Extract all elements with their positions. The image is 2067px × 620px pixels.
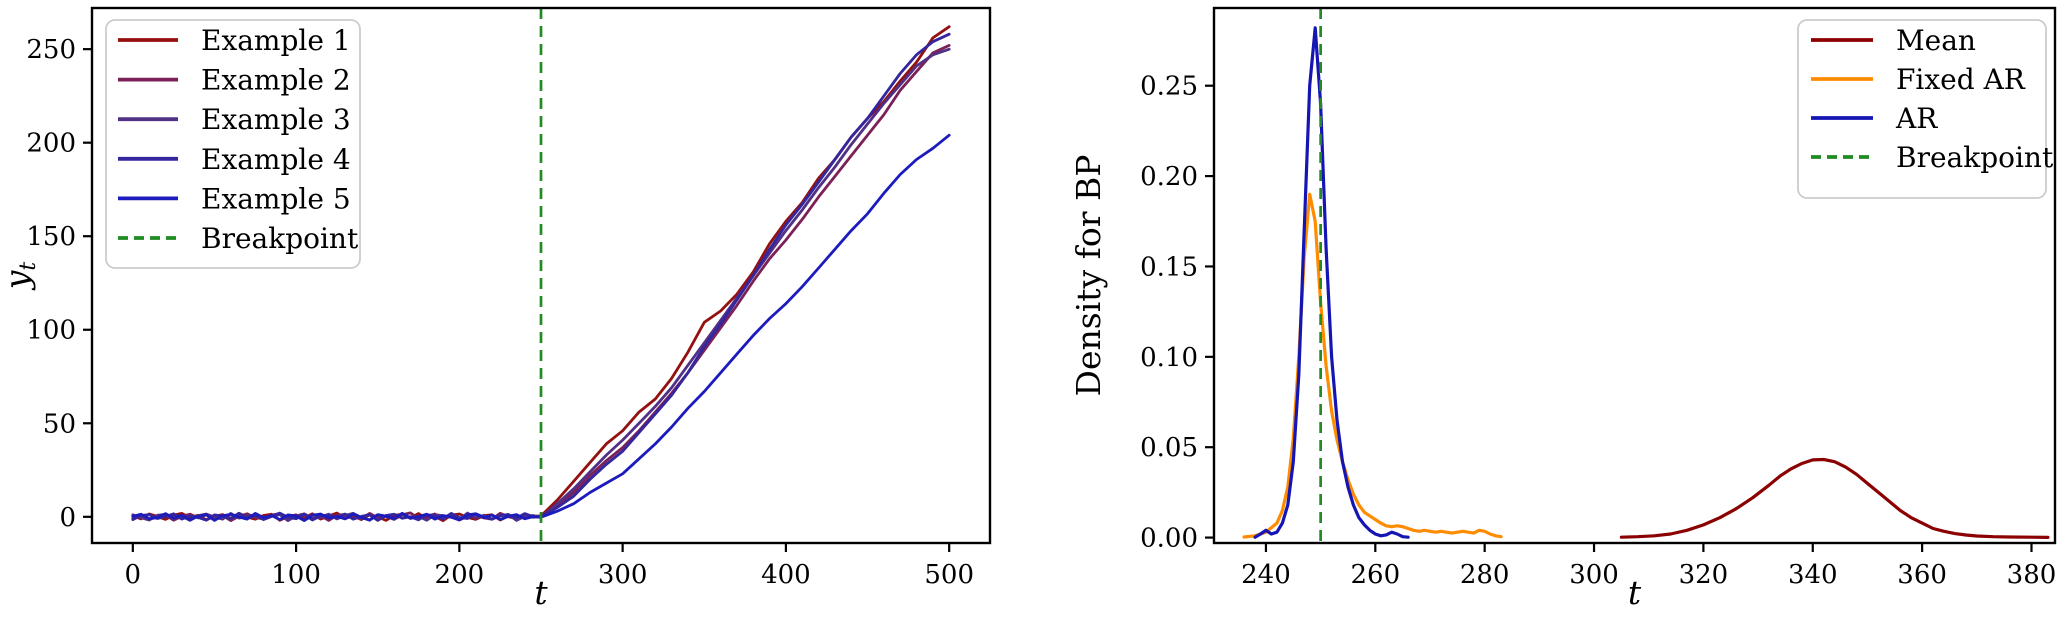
x-axis-label: t xyxy=(1628,573,1642,612)
y-tick-label: 200 xyxy=(26,129,76,159)
right-chart: 240 260 280 300 320 340 360 380 0.00 0.05 0.10 0.15… xyxy=(1069,6,2057,612)
legend-entry-label: Example 1 xyxy=(201,24,351,57)
y-axis: 0.00 0.05 0.10 0.15 0.20 0.25 xyxy=(1140,72,1214,554)
legend-entry-label: Example 4 xyxy=(201,143,351,176)
y-tick-label: 0.05 xyxy=(1140,433,1198,463)
series-group xyxy=(1242,26,2050,540)
series-line-ar xyxy=(1253,26,1410,539)
legend-entry-label: Mean xyxy=(1896,24,1976,57)
x-tick-label: 300 xyxy=(1569,560,1619,590)
x-tick-label: 360 xyxy=(1897,560,1947,590)
y-tick-label: 150 xyxy=(26,222,76,252)
y-axis: 0 50 100 150 200 250 xyxy=(26,35,92,533)
legend-entry-label: Example 2 xyxy=(201,64,351,97)
legend: Mean Fixed AR AR Breakpoint xyxy=(1797,19,2054,199)
plot-border xyxy=(90,6,992,545)
y-axis-label: yt xyxy=(0,262,41,292)
legend-entry-label: Example 5 xyxy=(201,182,351,215)
plot-border xyxy=(1212,6,2057,545)
legend-entry-label: Example 3 xyxy=(201,103,351,136)
series-line-mean xyxy=(1619,457,2050,540)
y-tick-label: 50 xyxy=(43,409,76,439)
x-tick-label: 380 xyxy=(2007,560,2057,590)
y-tick-label: 0.25 xyxy=(1140,72,1198,102)
y-tick-label: 0.10 xyxy=(1140,343,1198,373)
legend-entry-label: AR xyxy=(1895,102,1938,135)
y-tick-label: 250 xyxy=(26,35,76,65)
x-tick-label: 400 xyxy=(761,560,811,590)
y-tick-label: 0.15 xyxy=(1140,252,1198,282)
legend-entry-label: Fixed AR xyxy=(1896,63,2026,96)
x-tick-label: 200 xyxy=(435,560,485,590)
legend-box xyxy=(105,19,361,269)
x-tick-label: 500 xyxy=(924,560,974,590)
series-line-fixed-ar xyxy=(1242,192,1503,539)
x-axis-label: t xyxy=(534,573,548,612)
legend-box xyxy=(1797,19,2047,199)
legend: Example 1 Example 2 Example 3 Example 4 Exam… xyxy=(105,19,361,269)
x-tick-label: 300 xyxy=(598,560,648,590)
left-chart: 0 100 200 300 400 500 0 50 100 150 200 250 t yt Exampl… xyxy=(0,6,992,612)
y-tick-label: 0.20 xyxy=(1140,162,1198,192)
legend-entry-label: Breakpoint xyxy=(201,222,359,255)
series-group xyxy=(131,25,951,523)
legend-entry-label: Breakpoint xyxy=(1896,141,2054,174)
x-tick-label: 260 xyxy=(1350,560,1400,590)
y-tick-label: 0 xyxy=(59,503,76,533)
series-line-example-5 xyxy=(131,133,951,522)
x-tick-label: 340 xyxy=(1788,560,1838,590)
y-axis-label: Density for BP xyxy=(1069,155,1108,397)
x-axis: 0 100 200 300 400 500 xyxy=(125,543,974,590)
x-tick-label: 240 xyxy=(1241,560,1291,590)
x-tick-label: 320 xyxy=(1679,560,1729,590)
y-tick-label: 100 xyxy=(26,316,76,346)
x-axis: 240 260 280 300 320 340 360 380 xyxy=(1241,543,2056,590)
y-tick-label: 0.00 xyxy=(1140,524,1198,554)
x-tick-label: 0 xyxy=(125,560,142,590)
x-tick-label: 100 xyxy=(271,560,321,590)
x-tick-label: 280 xyxy=(1460,560,1510,590)
